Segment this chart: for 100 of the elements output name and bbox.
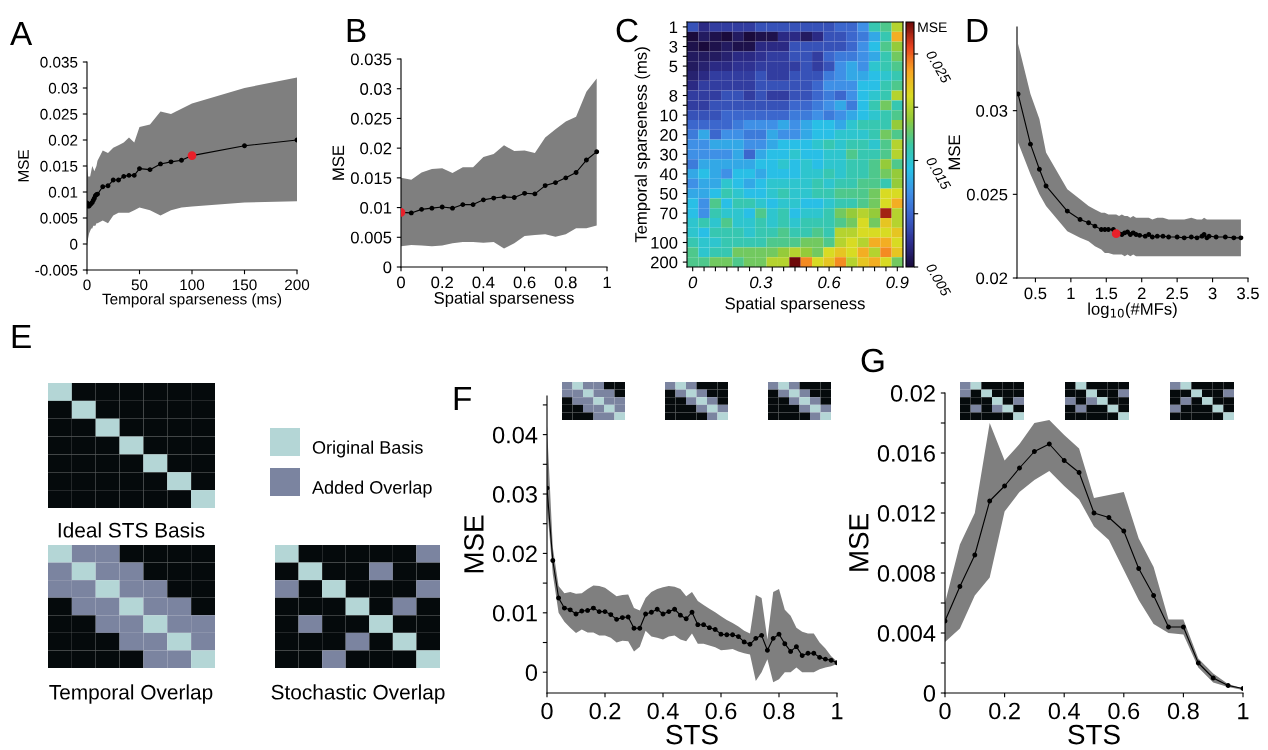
y-tick-label: 0.005 bbox=[40, 212, 78, 224]
x-axis-title: Temporal sparseness (ms) bbox=[102, 293, 282, 308]
x-tick-label: 0.4 bbox=[472, 276, 495, 289]
x-tick-label: 0.9 bbox=[886, 276, 909, 289]
y-tick-label: 0 bbox=[525, 664, 538, 681]
y-tick-label: 3 bbox=[669, 40, 678, 53]
x-tick-label: 0.6 bbox=[705, 702, 737, 720]
y-tick-label: 0.01 bbox=[360, 201, 392, 214]
y-tick-label: 8 bbox=[669, 89, 678, 102]
y-tick-label: 70 bbox=[660, 207, 678, 220]
y-tick-label: 0.02 bbox=[492, 545, 537, 563]
x-tick-label: 0.4 bbox=[1048, 702, 1080, 720]
x-tick-label: 0.8 bbox=[554, 276, 577, 289]
y-tick-label: 0.004 bbox=[877, 625, 936, 642]
x-tick-label: 0 bbox=[83, 279, 91, 291]
y-tick-label: 0 bbox=[70, 238, 78, 250]
color-bar-title: MSE bbox=[918, 22, 947, 33]
text: Original Basis bbox=[312, 440, 423, 458]
y-axis-title: MSE bbox=[848, 514, 869, 571]
y-tick-label: 0.04 bbox=[492, 426, 538, 444]
y-tick-label: 0.008 bbox=[877, 565, 935, 582]
y-tick-label: 0.025 bbox=[350, 112, 392, 125]
chart-title: C bbox=[616, 18, 638, 43]
y-tick-label: 5 bbox=[669, 60, 678, 73]
x-axis-title: STS bbox=[666, 724, 718, 745]
y-tick-label: 0.015 bbox=[350, 172, 392, 185]
y-tick-label: 0.02 bbox=[890, 385, 935, 402]
chart-title: D bbox=[967, 19, 988, 42]
y-tick-label: 0.03 bbox=[48, 82, 78, 94]
y-tick-label: 0.03 bbox=[976, 105, 1008, 117]
text: Added Overlap bbox=[312, 480, 432, 498]
x-tick-label: 1 bbox=[603, 276, 611, 289]
y-tick-label: 0.03 bbox=[360, 83, 392, 95]
x-tick-label: 100 bbox=[180, 279, 205, 291]
x-tick-label: 1 bbox=[1067, 287, 1075, 300]
chart-title: B bbox=[347, 19, 366, 42]
text: Temporal Overlap bbox=[49, 684, 213, 704]
x-axis-title: Spatial sparseness bbox=[434, 291, 574, 308]
x-tick-label: 0.5 bbox=[1024, 287, 1047, 300]
x-tick-label: 3 bbox=[1208, 287, 1217, 300]
x-tick-label: 0 bbox=[397, 276, 405, 289]
x-tick-label: 0 bbox=[541, 702, 553, 720]
y-tick-label: 0.025 bbox=[40, 108, 78, 120]
x-tick-label: 0.4 bbox=[647, 702, 679, 720]
x-tick-label: 2.5 bbox=[1166, 287, 1189, 300]
x-tick-label: 1.5 bbox=[1095, 287, 1118, 300]
x-tick-label: 200 bbox=[285, 279, 310, 291]
y-tick-label: 100 bbox=[651, 236, 678, 249]
x-tick-label: 2 bbox=[1137, 287, 1146, 300]
x-tick-label: 0.6 bbox=[818, 276, 841, 289]
y-tick-label: 0.01 bbox=[492, 604, 537, 622]
y-tick-label: 0.035 bbox=[350, 53, 392, 66]
text: Ideal STS Basis bbox=[58, 522, 205, 538]
y-tick-label: 1 bbox=[669, 21, 678, 33]
y-axis-title: MSE bbox=[332, 145, 345, 180]
text: Stochastic Overlap bbox=[271, 684, 445, 704]
text: E bbox=[12, 325, 31, 348]
x-tick-label: 0 bbox=[688, 276, 698, 289]
y-tick-label: 10 bbox=[660, 109, 678, 122]
y-axis-title: Temporal sparseness (ms) bbox=[634, 47, 651, 243]
y-tick-label: 0.012 bbox=[877, 505, 935, 522]
x-axis-title: STS bbox=[1068, 724, 1120, 745]
x-axis-title: log$_{10}$(#MFs) bbox=[1088, 302, 1177, 319]
y-tick-label: 0.025 bbox=[966, 188, 1008, 201]
y-tick-label: -0.005 bbox=[35, 264, 78, 276]
y-tick-label: 40 bbox=[659, 168, 678, 181]
chart-title: A bbox=[10, 22, 33, 45]
x-tick-label: 0.8 bbox=[1167, 702, 1199, 720]
x-tick-label: 0.3 bbox=[750, 276, 773, 289]
y-tick-label: 0.015 bbox=[40, 160, 78, 172]
x-tick-label: 3.5 bbox=[1237, 287, 1259, 300]
x-tick-label: 1 bbox=[1238, 702, 1249, 720]
x-tick-label: 50 bbox=[131, 279, 148, 291]
y-tick-label: 0 bbox=[383, 261, 392, 274]
y-tick-label: 0.005 bbox=[350, 231, 392, 244]
y-tick-label: 0.016 bbox=[877, 445, 935, 462]
y-tick-label: 0.02 bbox=[360, 142, 392, 155]
x-tick-label: 0.6 bbox=[513, 276, 536, 289]
x-tick-label: 1 bbox=[832, 702, 843, 720]
x-axis-title: Spatial sparseness bbox=[725, 297, 865, 313]
y-tick-label: 0 bbox=[923, 685, 936, 702]
x-tick-label: 0 bbox=[939, 702, 951, 720]
x-tick-label: 150 bbox=[232, 279, 257, 291]
y-tick-label: 0.02 bbox=[48, 134, 78, 146]
chart-title: G bbox=[861, 348, 884, 373]
x-tick-label: 0.2 bbox=[431, 276, 453, 289]
y-tick-label: 20 bbox=[660, 129, 678, 141]
x-tick-label: 0.8 bbox=[763, 702, 795, 720]
y-axis-title: MSE bbox=[464, 515, 484, 573]
y-tick-label: 50 bbox=[660, 187, 678, 200]
y-tick-label: 200 bbox=[651, 256, 678, 269]
y-tick-label: 0.03 bbox=[492, 486, 537, 503]
chart-title: F bbox=[454, 387, 472, 410]
y-axis-title: MSE bbox=[18, 150, 29, 182]
x-tick-label: 0.2 bbox=[589, 702, 621, 720]
y-tick-label: 0.02 bbox=[976, 272, 1008, 285]
x-tick-label: 0.2 bbox=[989, 702, 1020, 720]
x-tick-label: 0.6 bbox=[1108, 702, 1140, 720]
y-tick-label: 0.035 bbox=[40, 56, 78, 68]
y-tick-label: 0.01 bbox=[48, 186, 78, 198]
